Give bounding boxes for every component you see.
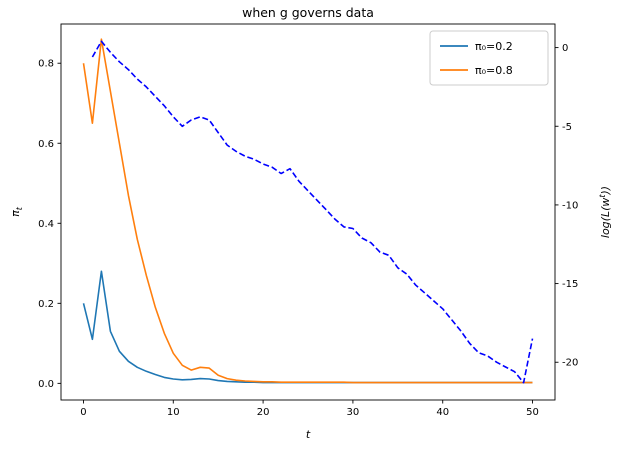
legend-label: π₀=0.2	[475, 40, 513, 53]
y-right-tick-label: 0	[562, 43, 568, 54]
legend-label: π₀=0.8	[475, 64, 513, 77]
x-tick-label: 10	[167, 407, 180, 418]
series-lines	[82, 38, 534, 384]
y-left-tick-label: 0.8	[38, 59, 54, 70]
legend: π₀=0.2 π₀=0.8	[429, 30, 549, 86]
y-left-tick-label: 0.0	[38, 379, 54, 390]
x-tick-label: 20	[257, 407, 270, 418]
y-right-tick-label: -15	[562, 279, 578, 290]
y-right-tick-label: -10	[562, 200, 578, 211]
legend-box	[429, 30, 549, 86]
y-right-tick-label: -20	[562, 358, 578, 369]
y-left-tick-label: 0.4	[38, 219, 54, 230]
x-tick-label: 0	[80, 407, 86, 418]
y-left-tick-label: 0.6	[38, 139, 54, 150]
series-line-1	[82, 38, 533, 384]
axes: 0 10 20 30 40 50 0.0 0.2 0.4 0.6 0.8 0 -5 -10 -15 -20	[38, 23, 578, 418]
x-axis-label: t	[306, 428, 311, 441]
series-line-0	[82, 270, 533, 384]
y-left-axis-label: πt	[9, 206, 24, 217]
x-tick-label: 40	[436, 407, 449, 418]
x-tick-label: 50	[526, 407, 539, 418]
axis-labels: πt log(L(wt))	[9, 186, 612, 238]
y-right-tick-label: -5	[562, 122, 572, 133]
x-tick-label: 30	[347, 407, 360, 418]
plot-frame	[60, 23, 556, 401]
series-line-2	[91, 40, 534, 384]
y-left-tick-label: 0.2	[38, 299, 54, 310]
y-right-axis-label: log(L(wt))	[598, 186, 612, 238]
chart-title: when g governs data	[242, 5, 374, 20]
